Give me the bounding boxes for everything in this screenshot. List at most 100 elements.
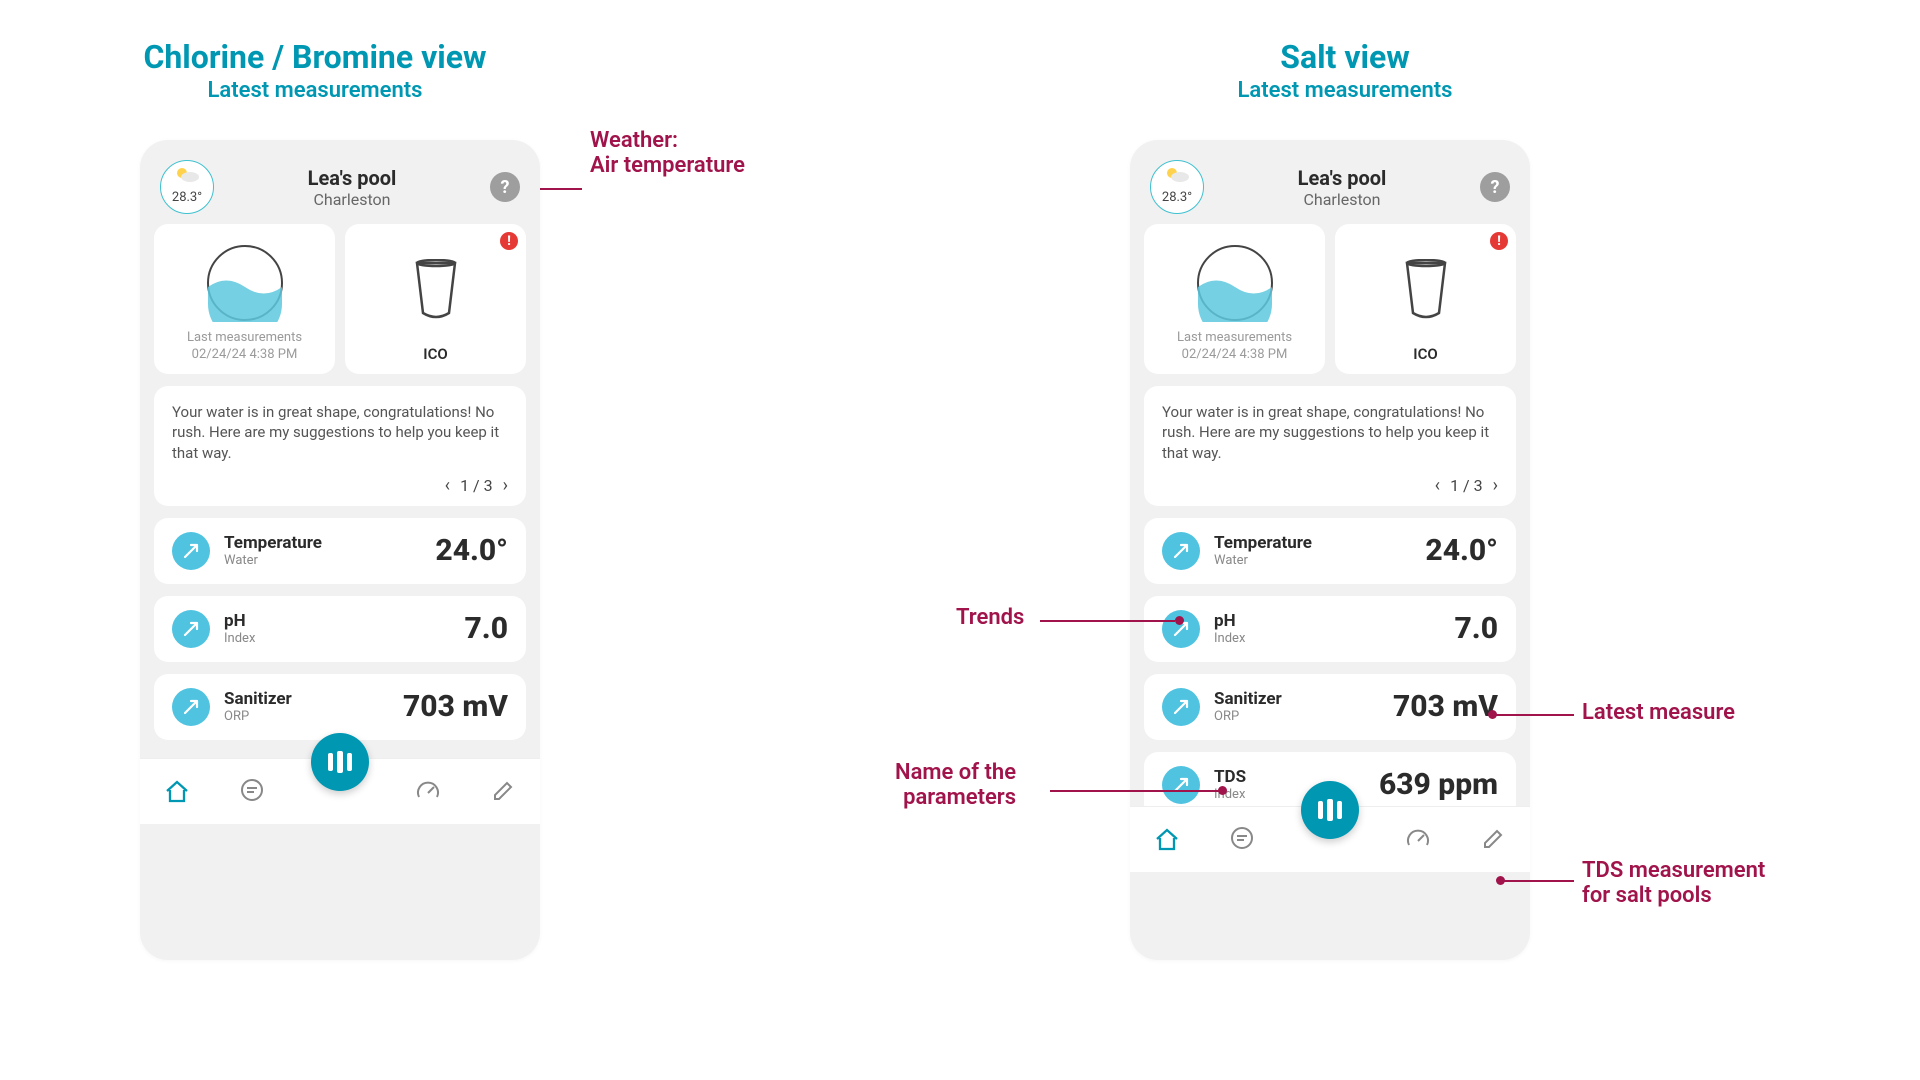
pool-water-icon <box>206 244 284 322</box>
metric-name: Sanitizer <box>224 689 403 709</box>
trend-up-icon <box>172 610 210 648</box>
metric-sanitizer[interactable]: Sanitizer ORP 703 mV <box>154 674 526 740</box>
annotation-line <box>1502 880 1574 882</box>
metric-value: 24.0° <box>435 533 508 568</box>
last-measure-time: 02/24/24 4:38 PM <box>187 347 302 364</box>
annotation-trends: Trends <box>956 605 1024 630</box>
nav-gauge-icon[interactable] <box>1403 824 1433 854</box>
pager-prev[interactable]: ‹ <box>445 475 450 496</box>
pool-water-icon <box>1196 244 1274 322</box>
metric-sub: Index <box>1214 631 1455 646</box>
metric-temperature[interactable]: Temperature Water 24.0° <box>1144 518 1516 584</box>
nav-messages-icon[interactable] <box>1227 824 1257 854</box>
fab-button[interactable] <box>311 733 369 791</box>
nav-gauge-icon[interactable] <box>413 776 443 806</box>
metric-sub: ORP <box>1214 709 1393 724</box>
metric-sanitizer[interactable]: Sanitizer ORP 703 mV <box>1144 674 1516 740</box>
metric-sub: Water <box>224 553 435 568</box>
device-label: ICO <box>423 345 447 365</box>
annotation-dot <box>1488 710 1497 719</box>
pager-prev[interactable]: ‹ <box>1435 475 1440 496</box>
help-button[interactable]: ? <box>490 172 520 202</box>
phone-left: 28.3° Lea's pool Charleston ? Last measu… <box>140 140 540 960</box>
metric-name: TDS <box>1214 767 1379 787</box>
nav-edit-icon[interactable] <box>488 776 518 806</box>
right-view-title: Salt view <box>1130 38 1560 76</box>
metric-sub: ORP <box>224 709 403 724</box>
annotation-dot <box>1496 876 1505 885</box>
weather-badge[interactable]: 28.3° <box>160 160 214 214</box>
phone-right: 28.3° Lea's pool Charleston ? Last measu… <box>1130 140 1530 960</box>
annotation-weather: Weather: Air temperature <box>590 128 745 178</box>
pager-next[interactable]: › <box>503 475 508 496</box>
metric-ph[interactable]: pH Index 7.0 <box>1144 596 1516 662</box>
metric-name: pH <box>224 611 465 631</box>
pool-location: Charleston <box>1298 190 1387 209</box>
fab-icon <box>326 751 354 773</box>
metric-value: 703 mV <box>1393 689 1498 724</box>
trend-up-icon <box>1162 532 1200 570</box>
annotation-params: Name of the parameters <box>895 760 1016 810</box>
nav-messages-icon[interactable] <box>237 776 267 806</box>
pool-status-tile[interactable]: Last measurements 02/24/24 4:38 PM <box>1144 224 1325 374</box>
sun-cloud-icon <box>1164 167 1190 183</box>
trend-up-icon <box>1162 688 1200 726</box>
pool-status-tile[interactable]: Last measurements 02/24/24 4:38 PM <box>154 224 335 374</box>
last-measure-label: Last measurements <box>187 330 302 347</box>
left-view-title: Chlorine / Bromine view <box>100 38 530 76</box>
last-measure-time: 02/24/24 4:38 PM <box>1177 347 1292 364</box>
message-text: Your water is in great shape, congratula… <box>172 402 508 463</box>
last-measure-label: Last measurements <box>1177 330 1292 347</box>
trend-up-icon <box>1162 766 1200 804</box>
metric-value: 7.0 <box>1455 611 1499 646</box>
metric-sub: Index <box>224 631 465 646</box>
right-view-subtitle: Latest measurements <box>1130 78 1560 103</box>
device-tile[interactable]: ! ICO <box>345 224 526 374</box>
metric-temperature[interactable]: Temperature Water 24.0° <box>154 518 526 584</box>
help-button[interactable]: ? <box>1480 172 1510 202</box>
device-label: ICO <box>1413 345 1437 365</box>
annotation-line <box>1050 790 1220 792</box>
annotation-dot <box>1218 786 1227 795</box>
metric-ph[interactable]: pH Index 7.0 <box>154 596 526 662</box>
nav-home-icon[interactable] <box>162 776 192 806</box>
weather-badge[interactable]: 28.3° <box>1150 160 1204 214</box>
alert-badge: ! <box>1490 232 1508 250</box>
pool-name: Lea's pool <box>308 166 397 190</box>
metric-name: Temperature <box>1214 533 1425 553</box>
nav-edit-icon[interactable] <box>1478 824 1508 854</box>
weather-temp: 28.3° <box>1162 190 1192 205</box>
metric-value: 24.0° <box>1425 533 1498 568</box>
sun-cloud-icon <box>174 167 200 183</box>
pager-next[interactable]: › <box>1493 475 1498 496</box>
trend-up-icon <box>172 532 210 570</box>
weather-temp: 28.3° <box>172 190 202 205</box>
annotation-line <box>1040 620 1175 622</box>
device-icon <box>411 259 461 321</box>
device-icon <box>1401 259 1451 321</box>
message-card: Your water is in great shape, congratula… <box>1144 386 1516 506</box>
message-text: Your water is in great shape, congratula… <box>1162 402 1498 463</box>
annotation-line <box>1494 714 1574 716</box>
nav-home-icon[interactable] <box>1152 824 1182 854</box>
pager-count: 1 / 3 <box>460 476 493 495</box>
message-card: Your water is in great shape, congratula… <box>154 386 526 506</box>
metric-value: 7.0 <box>465 611 509 646</box>
annotation-latest: Latest measure <box>1582 700 1735 725</box>
alert-badge: ! <box>500 232 518 250</box>
left-view-subtitle: Latest measurements <box>100 78 530 103</box>
metric-name: Sanitizer <box>1214 689 1393 709</box>
pool-name: Lea's pool <box>1298 166 1387 190</box>
device-tile[interactable]: ! ICO <box>1335 224 1516 374</box>
metric-value: 703 mV <box>403 689 508 724</box>
metric-value: 639 ppm <box>1379 767 1498 802</box>
metric-name: pH <box>1214 611 1455 631</box>
trend-up-icon <box>172 688 210 726</box>
metric-sub: Water <box>1214 553 1425 568</box>
fab-button[interactable] <box>1301 781 1359 839</box>
bottom-nav <box>1130 806 1530 872</box>
pager-count: 1 / 3 <box>1450 476 1483 495</box>
annotation-dot <box>1175 616 1184 625</box>
metric-name: Temperature <box>224 533 435 553</box>
pool-location: Charleston <box>308 190 397 209</box>
